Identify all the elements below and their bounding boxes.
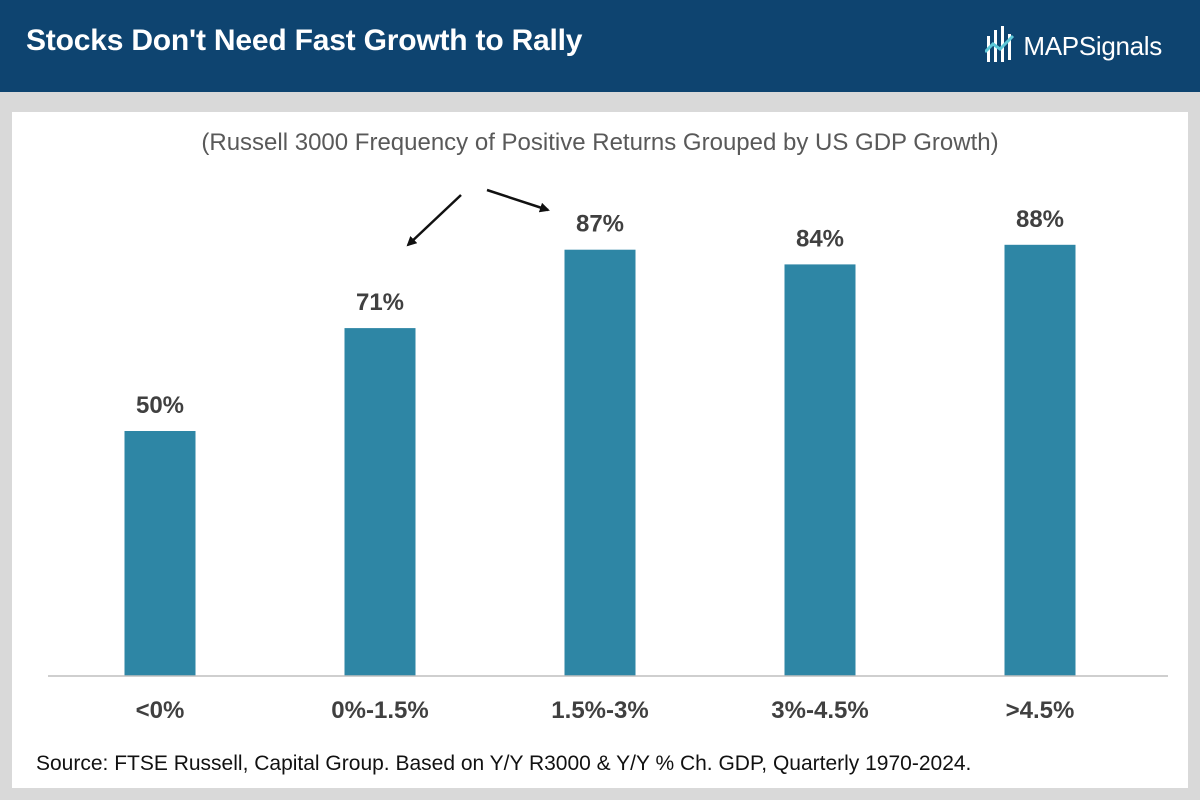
bar-4	[1004, 244, 1076, 677]
value-label-0: 50%	[136, 392, 184, 419]
value-label-1: 71%	[356, 289, 404, 316]
bar-0	[124, 431, 196, 676]
bar-2	[564, 249, 636, 676]
map-signals-logo-icon	[985, 26, 1015, 62]
bars: 50% <0% 71% 0%-1.5% 87% 1.5%-3% 84% 3%-4.5% 88% >…	[124, 206, 1076, 724]
source-note: Source: FTSE Russell, Capital Group. Bas…	[36, 752, 972, 775]
brand-name: MAPSignals	[1023, 31, 1162, 62]
brand-name-part2: Signals	[1078, 30, 1162, 61]
annotation-arrow-down-left	[406, 194, 462, 247]
page-title: Stocks Don't Need Fast Growth to Rally	[26, 24, 583, 57]
annotations	[406, 188, 550, 247]
header-bar: Stocks Don't Need Fast Growth to Rally M…	[0, 0, 1200, 92]
value-label-4: 88%	[1016, 206, 1064, 233]
x-tick-label-4: >4.5%	[1006, 697, 1075, 724]
annotation-arrow-right	[486, 188, 550, 213]
value-label-2: 87%	[576, 211, 624, 238]
chart-subtitle: (Russell 3000 Frequency of Positive Retu…	[201, 129, 998, 156]
x-tick-label-2: 1.5%-3%	[551, 697, 648, 724]
bar-1	[344, 328, 416, 676]
brand-name-part1: MAP	[1023, 30, 1079, 61]
value-label-3: 84%	[796, 225, 844, 252]
bar-3	[784, 264, 856, 676]
x-tick-label-3: 3%-4.5%	[771, 697, 868, 724]
x-tick-label-0: <0%	[136, 697, 185, 724]
brand-logo: MAPSignals	[985, 24, 1162, 68]
x-tick-label-1: 0%-1.5%	[331, 697, 428, 724]
